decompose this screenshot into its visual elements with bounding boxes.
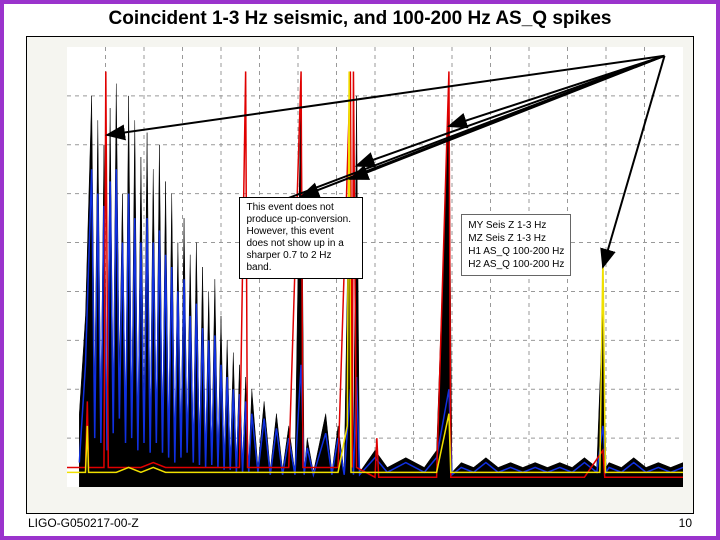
arrow: [350, 56, 664, 179]
footer-page-number: 10: [679, 516, 692, 530]
plot-svg: [67, 47, 683, 487]
slide-title: Coincident 1-3 Hz seismic, and 100-200 H…: [4, 8, 716, 30]
plot-frame: 501001502005-2-25 10.48.002005-2-25 21.3…: [26, 36, 694, 514]
legend: MY Seis Z 1-3 HzMZ Seis Z 1-3 HzH1 AS_Q …: [461, 214, 571, 276]
legend-item: MY Seis Z 1-3 Hz: [468, 219, 564, 232]
legend-item: H2 AS_Q 100-200 Hz: [468, 258, 564, 271]
arrow: [449, 56, 665, 126]
slide: Coincident 1-3 Hz seismic, and 100-200 H…: [0, 0, 720, 540]
legend-item: H1 AS_Q 100-200 Hz: [468, 245, 564, 258]
arrow: [357, 56, 665, 166]
arrow: [603, 56, 665, 267]
event-callout: This event does not produce up-conversio…: [239, 197, 363, 279]
legend-item: MZ Seis Z 1-3 Hz: [468, 232, 564, 245]
footer-doc-id: LIGO-G050217-00-Z: [28, 516, 139, 530]
plot-area: 501001502005-2-25 10.48.002005-2-25 21.3…: [67, 47, 683, 487]
